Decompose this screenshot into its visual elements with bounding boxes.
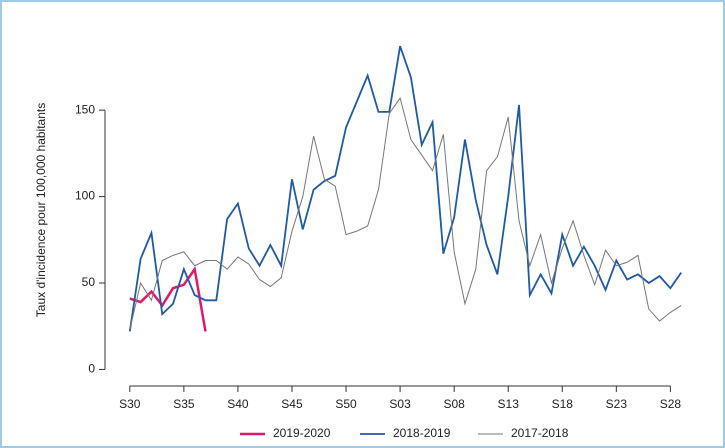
x-tick-label: S50: [335, 397, 357, 411]
legend-label: 2017-2018: [511, 426, 569, 440]
x-tick-label: S45: [281, 397, 303, 411]
y-axis-label: Taux d'incidence pour 100,000 habitants: [34, 103, 48, 317]
y-tick-label: 100: [75, 189, 95, 203]
y-tick-label: 0: [88, 362, 95, 376]
x-tick-label: S18: [552, 397, 574, 411]
x-tick-label: S23: [606, 397, 628, 411]
x-tick-label: S40: [227, 397, 249, 411]
legend-label: 2018-2019: [393, 426, 451, 440]
line-series: [129, 265, 207, 332]
x-tick-label: S35: [173, 397, 195, 411]
x-tick-label: S30: [119, 397, 141, 411]
y-tick-label: 50: [82, 275, 96, 289]
line-series: [128, 45, 682, 332]
x-tick-label: S13: [498, 397, 520, 411]
x-tick-label: S28: [660, 397, 682, 411]
line-series: [129, 96, 682, 330]
legend-label: 2019-2020: [273, 426, 331, 440]
y-tick-label: 150: [75, 102, 95, 116]
x-tick-label: S03: [389, 397, 411, 411]
x-tick-label: S08: [443, 397, 465, 411]
